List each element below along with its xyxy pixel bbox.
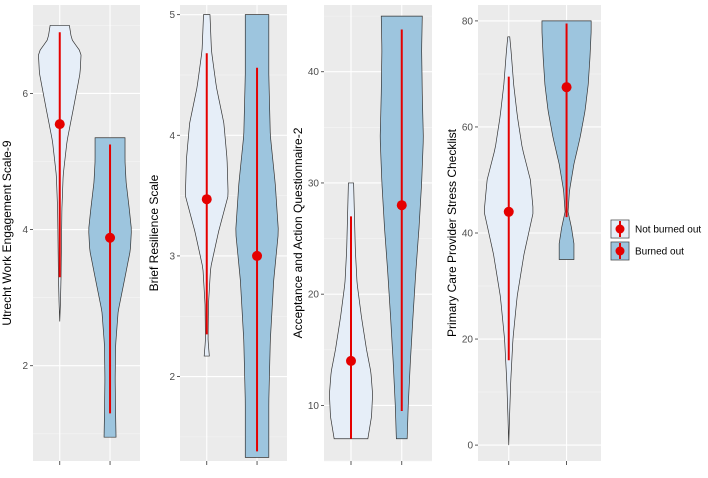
- y-tick-label: 40: [462, 229, 474, 240]
- y-tick-label: 80: [462, 16, 474, 27]
- y-axis-title: Acceptance and Action Questionnaire-2: [291, 127, 305, 338]
- y-axis-title: Brief Resilience Scale: [147, 174, 161, 291]
- legend-label: Burned out: [635, 247, 684, 258]
- y-tick-label: 40: [308, 67, 320, 78]
- panel-2: 2 3 4 5 Brief Resilience Scale: [147, 5, 287, 465]
- y-axis-title: Utrecht Work Engagement Scale-9: [0, 140, 14, 326]
- y-tick-label: 20: [308, 290, 320, 301]
- y-tick-label: 4: [169, 131, 175, 142]
- legend-mean-point: [615, 224, 625, 234]
- legend-label: Not burned out: [635, 225, 701, 236]
- y-tick-label: 2: [22, 361, 28, 372]
- legend-mean-point: [615, 246, 625, 256]
- mean-point: [396, 200, 407, 211]
- panel-4: 0 20 40 60 80 Primary Care Provider Stress Ch…: [445, 5, 601, 465]
- mean-point: [503, 206, 514, 217]
- mean-point: [561, 82, 572, 93]
- y-tick-label: 4: [22, 225, 28, 236]
- y-tick-label: 0: [467, 441, 473, 452]
- y-tick-label: 60: [462, 122, 474, 133]
- y-tick-label: 30: [308, 178, 320, 189]
- y-tick-label: 6: [22, 89, 28, 100]
- y-tick-label: 20: [462, 335, 474, 346]
- mean-point: [346, 355, 356, 366]
- legend: Not burned out Burned out: [610, 219, 701, 261]
- mean-point: [201, 194, 212, 205]
- mean-point: [105, 232, 116, 243]
- y-tick-label: 5: [169, 10, 175, 21]
- y-tick-label: 2: [169, 372, 175, 383]
- y-tick-label: 10: [308, 401, 320, 412]
- mean-point: [54, 119, 65, 130]
- panel-1: 2 4 6 Utrecht Work Engagement Scale-9: [0, 5, 140, 465]
- y-axis-title: Primary Care Provider Stress Checklist: [445, 128, 459, 337]
- panel-3: 10 20 30 40 Acceptance and Action Questionna…: [291, 5, 432, 465]
- y-tick-label: 3: [169, 251, 175, 262]
- mean-point: [252, 250, 263, 261]
